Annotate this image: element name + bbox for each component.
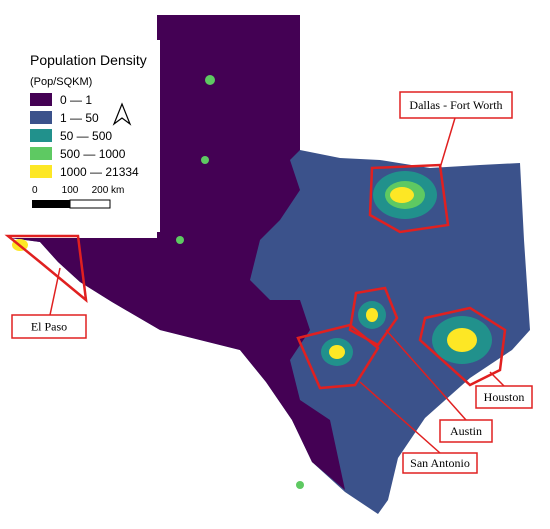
legend-label: 0 — 1 <box>60 93 92 107</box>
legend-label: 50 — 500 <box>60 129 112 143</box>
region-label: San Antonio <box>410 456 470 470</box>
legend-label: 1 — 50 <box>60 111 99 125</box>
texas-west <box>10 15 345 490</box>
label-box <box>11 314 87 339</box>
legend-swatch <box>30 93 52 106</box>
scale-label: 200 km <box>92 185 125 196</box>
legend-unit: (Pop/SQKM) <box>30 76 92 88</box>
legend-swatch <box>30 165 52 178</box>
label-box <box>439 419 493 443</box>
label-box <box>399 91 513 119</box>
north-arrow <box>112 102 132 126</box>
scale-label: 100 <box>62 185 79 196</box>
region-label: Austin <box>450 424 482 438</box>
urban-areas <box>12 75 492 489</box>
region-label: El Paso <box>31 320 67 334</box>
label-box <box>475 385 533 409</box>
legend-label: 1000 — 21334 <box>60 165 139 179</box>
legend-title: Population Density <box>30 52 147 68</box>
texas-east <box>10 15 530 514</box>
scale-bar <box>32 199 111 209</box>
legend-swatch <box>30 111 52 124</box>
region-label: Houston <box>484 390 525 404</box>
legend-swatch <box>30 129 52 142</box>
legend-swatch <box>30 147 52 160</box>
legend-label: 500 — 1000 <box>60 147 126 161</box>
scale-label: 0 <box>32 185 38 196</box>
label-box <box>402 452 478 474</box>
leader-lines <box>49 117 505 454</box>
region-label: Dallas - Fort Worth <box>409 98 502 112</box>
